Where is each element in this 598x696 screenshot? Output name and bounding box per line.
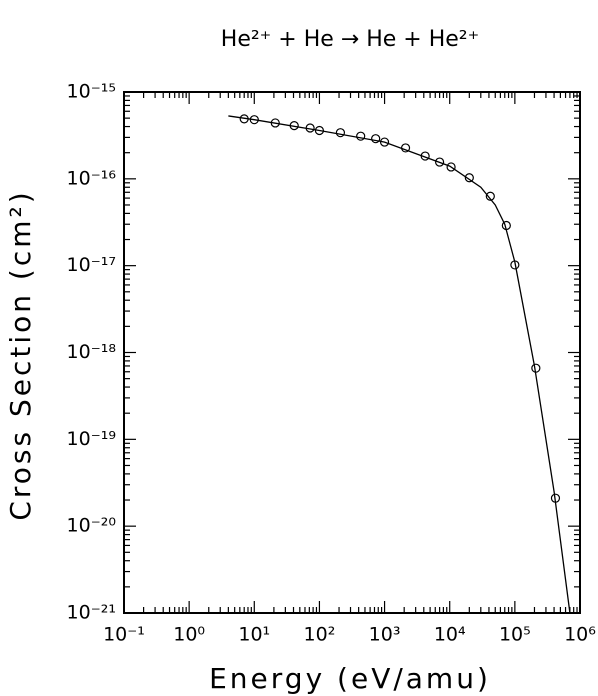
y-tick-label: 10⁻¹⁶ bbox=[67, 167, 116, 189]
x-tick-label: 10³ bbox=[369, 624, 401, 646]
y-tick-label: 10⁻¹⁷ bbox=[67, 254, 116, 276]
x-tick-label: 10⁶ bbox=[564, 624, 596, 646]
data-point bbox=[379, 137, 390, 147]
data-point bbox=[356, 131, 366, 141]
y-tick-label: 10⁻¹⁹ bbox=[67, 428, 116, 450]
data-point bbox=[485, 191, 495, 201]
data-point bbox=[335, 128, 346, 138]
fit-line bbox=[228, 115, 571, 614]
data-point bbox=[446, 162, 456, 172]
y-axis-label: Cross Section (cm²) bbox=[4, 189, 37, 520]
x-tick-label: 10² bbox=[304, 624, 336, 646]
chart-title: He²⁺ + He → He + He²⁺ bbox=[221, 27, 479, 52]
y-tick-label: 10⁻²⁰ bbox=[67, 515, 116, 537]
data-point bbox=[435, 157, 445, 167]
plot-frame bbox=[123, 91, 581, 614]
x-axis-label: Energy (eV/amu) bbox=[209, 662, 491, 695]
x-tick-label: 10⁰ bbox=[173, 624, 205, 646]
data-point bbox=[371, 134, 381, 144]
data-point bbox=[314, 125, 325, 136]
data-point bbox=[464, 173, 474, 183]
y-tick-label: 10⁻¹⁵ bbox=[67, 81, 116, 103]
x-tick-label: 10¹ bbox=[238, 624, 270, 646]
y-tick-label: 10⁻¹⁸ bbox=[67, 341, 116, 363]
x-tick-label: 10⁵ bbox=[499, 624, 531, 646]
x-tick-label: 10⁴ bbox=[434, 624, 466, 646]
x-tick-label: 10⁻¹ bbox=[103, 624, 145, 646]
y-tick-label: 10⁻²¹ bbox=[67, 602, 116, 624]
